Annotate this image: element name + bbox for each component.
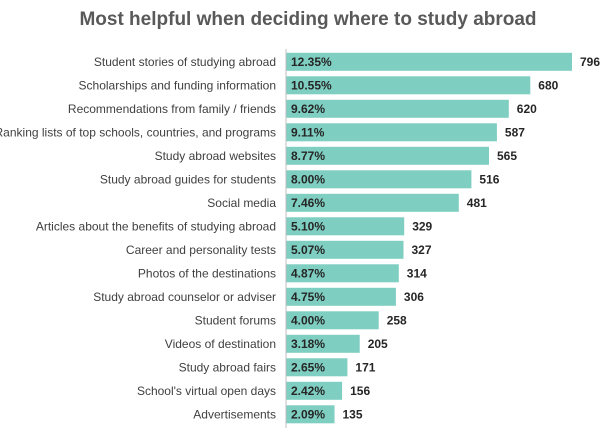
bar <box>286 381 343 400</box>
value-label: 796 <box>580 55 600 69</box>
percent-label: 2.65% <box>291 360 325 374</box>
value-label: 565 <box>497 149 517 163</box>
category-label: Scholarships and funding information <box>79 78 276 92</box>
value-label: 327 <box>412 243 432 257</box>
category-label: Videos of destination <box>165 337 276 351</box>
bar <box>286 405 335 424</box>
value-label: 306 <box>404 290 424 304</box>
category-label: Student forums <box>195 313 276 327</box>
percent-label: 8.00% <box>291 172 325 186</box>
value-label: 205 <box>368 337 388 351</box>
percent-label: 9.11% <box>291 125 325 139</box>
percent-label: 8.77% <box>291 149 325 163</box>
bar <box>286 99 509 118</box>
percent-label: 4.00% <box>291 313 325 327</box>
bar <box>286 52 572 71</box>
value-label: 258 <box>387 313 407 327</box>
bar <box>286 264 399 283</box>
category-label: Recommendations from family / friends <box>68 102 276 116</box>
category-label: Articles about the benefits of studying … <box>36 219 276 233</box>
bar <box>286 123 497 142</box>
category-label: Ranking lists of top schools, countries,… <box>0 125 276 139</box>
bar <box>286 76 531 95</box>
percent-label: 9.62% <box>291 102 325 116</box>
percent-label: 2.42% <box>291 384 325 398</box>
category-label: Social media <box>207 196 276 210</box>
percent-label: 4.87% <box>291 266 325 280</box>
percent-label: 12.35% <box>291 55 332 69</box>
percent-label: 10.55% <box>291 78 332 92</box>
category-label: Study abroad fairs <box>179 360 276 374</box>
value-label: 516 <box>479 172 499 186</box>
value-label: 171 <box>355 360 375 374</box>
chart-title: Most helpful when deciding where to stud… <box>79 9 537 30</box>
value-label: 587 <box>505 125 525 139</box>
bar <box>286 240 404 259</box>
percent-label: 3.18% <box>291 337 325 351</box>
value-label: 620 <box>517 102 537 116</box>
category-label: Study abroad guides for students <box>100 172 276 186</box>
bar <box>286 193 459 212</box>
value-label: 481 <box>467 196 487 210</box>
value-label: 135 <box>343 407 363 421</box>
value-label: 156 <box>350 384 370 398</box>
percent-label: 5.07% <box>291 243 325 257</box>
bar <box>286 170 472 189</box>
category-label: Study abroad websites <box>155 149 276 163</box>
category-label: Student stories of studying abroad <box>94 55 276 69</box>
category-label: School's virtual open days <box>137 384 276 398</box>
percent-label: 2.09% <box>291 407 325 421</box>
bar <box>286 146 489 165</box>
value-label: 680 <box>538 78 558 92</box>
bar <box>286 217 405 236</box>
category-label: Photos of the destinations <box>138 266 276 280</box>
percent-label: 4.75% <box>291 290 325 304</box>
category-label: Study abroad counselor or adviser <box>93 290 276 304</box>
percent-label: 7.46% <box>291 196 325 210</box>
bar <box>286 287 396 306</box>
bar <box>286 311 379 330</box>
value-label: 329 <box>412 219 432 233</box>
bar <box>286 358 348 377</box>
bar <box>286 334 360 353</box>
category-label: Career and personality tests <box>126 243 276 257</box>
percent-label: 5.10% <box>291 219 325 233</box>
category-label: Advertisements <box>193 407 276 421</box>
value-label: 314 <box>407 266 427 280</box>
